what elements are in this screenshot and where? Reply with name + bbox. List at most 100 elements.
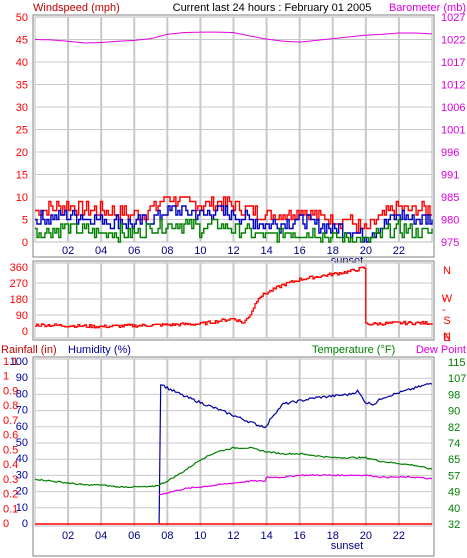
time-tick-label: 22: [393, 530, 405, 542]
series-layer: [35, 266, 433, 329]
humidity-series-line: [158, 382, 433, 525]
temperature-tick-label: 32: [448, 519, 460, 531]
compass-label: E: [443, 332, 450, 344]
rain-humidity-temperature-panel: 0 0.1 0.2 0.3 0.4 0.5 0.6 0.7 0.8 0.9 1 1.1 0 10 20 30…: [3, 356, 466, 557]
humidity-tick-label: 30: [16, 469, 28, 481]
windspeed-tick-label: 35: [16, 80, 28, 92]
humidity-tick-label: 10: [16, 502, 28, 514]
series-layer: [34, 382, 433, 525]
humidity-tick-label: 80: [16, 388, 28, 400]
panel-frame: [32, 14, 435, 258]
windspeed-tick-label: 10: [16, 192, 28, 204]
rainfall-tick-label: 1.1: [3, 356, 18, 368]
temperature-tick-label: 98: [448, 389, 460, 401]
windspeed-tick-label: 25: [16, 125, 28, 137]
wind-min-series-line: [35, 218, 433, 243]
panel-frame: [32, 260, 435, 341]
time-tick-label: 12: [227, 530, 239, 542]
windspeed-tick-label: 40: [16, 57, 28, 69]
barometer-tick-label: 1012: [441, 80, 465, 92]
windspeed-tick-labels: 0 5 10 15 20 25 30 35 40 45 50: [16, 12, 28, 249]
sunset-annotation: sunset: [331, 540, 363, 552]
time-tick-label: 20: [360, 530, 372, 542]
compass-separator: -: [442, 293, 446, 305]
time-tick-label: 10: [194, 530, 206, 542]
time-tick-label: 06: [128, 530, 140, 542]
temperature-series-line: [34, 446, 433, 489]
time-tick-label: 02: [62, 245, 74, 257]
humidity-tick-labels: 0 10 20 30 40 50 60 70 80 90 100: [10, 356, 28, 530]
time-tick-label: 22: [393, 245, 405, 257]
compass-separator: -: [442, 304, 446, 316]
direction-tick-labels: 0 90 180 270 360: [10, 262, 28, 338]
time-tick-label: 18: [327, 245, 339, 257]
wind-avg-series-line: [35, 205, 433, 243]
barometer-tick-label: 1001: [441, 125, 465, 137]
humidity-tick-label: 40: [16, 453, 28, 465]
windspeed-tick-label: 15: [16, 170, 28, 182]
rainfall-tick-label: 0.7: [3, 415, 18, 427]
rainfall-tick-label: 0.5: [3, 444, 18, 456]
barometer-tick-label: 1027: [441, 12, 465, 24]
time-tick-labels: 02 04 06 08 10 12 14 16 18 20 22: [62, 245, 405, 257]
time-tick-label: 14: [260, 530, 272, 542]
direction-tick-label: 90: [16, 310, 28, 322]
windspeed-series-line: [35, 196, 432, 234]
temperature-tick-label: 107: [448, 373, 466, 385]
chart-title: Current last 24 hours : February 01 2005: [173, 2, 372, 14]
time-tick-label: 20: [360, 245, 372, 257]
humidity-tick-label: 0: [22, 518, 28, 530]
rainfall-tick-label: 0.8: [3, 400, 18, 412]
rainfall-tick-label: 0.6: [3, 430, 18, 442]
wind-direction-series-line: [35, 266, 433, 329]
windspeed-axis-title: Windspeed (mph): [33, 2, 120, 14]
humidity-tick-label: 20: [16, 486, 28, 498]
temperature-tick-labels: 32 40 49 57 65 74 82 90 98 107 115: [448, 357, 466, 531]
barometer-tick-label: 1017: [441, 57, 465, 69]
barometer-tick-label: 996: [441, 147, 459, 159]
humidity-tick-label: 50: [16, 437, 28, 449]
rainfall-tick-label: 1: [3, 371, 9, 383]
barometer-tick-label: 980: [441, 215, 459, 227]
dewpoint-axis-title: Dew Point: [416, 344, 466, 356]
humidity-tick-label: 60: [16, 421, 28, 433]
time-tick-label: 18: [327, 530, 339, 542]
barometer-tick-label: 1006: [441, 102, 465, 114]
temperature-tick-label: 40: [448, 503, 460, 515]
time-tick-label: 06: [128, 245, 140, 257]
time-tick-label: 16: [294, 530, 306, 542]
compass-label: W: [442, 293, 453, 305]
temperature-tick-label: 74: [448, 438, 460, 450]
humidity-tick-label: 70: [16, 405, 28, 417]
direction-tick-label: 270: [10, 278, 28, 290]
barometer-tick-labels: 975 980 985 991 996 1001 1006 1012 1017 1022 1027: [441, 12, 465, 249]
time-tick-label: 04: [95, 530, 107, 542]
temperature-tick-label: 57: [448, 470, 460, 482]
compass-label: N: [443, 331, 451, 343]
time-tick-label: 04: [95, 245, 107, 257]
barometer-tick-label: 991: [441, 170, 459, 182]
temperature-tick-label: 49: [448, 487, 460, 499]
barometer-tick-label: 1022: [441, 35, 465, 47]
direction-tick-label: 360: [10, 262, 28, 274]
rainfall-tick-labels: 0 0.1 0.2 0.3 0.4 0.5 0.6 0.7 0.8 0.9 1 1.1: [3, 356, 18, 530]
humidity-axis-title: Humidity (%): [68, 344, 131, 356]
compass-label: S: [443, 315, 450, 327]
grid: [35, 17, 432, 242]
barometer-tick-label: 975: [441, 237, 459, 249]
windspeed-tick-label: 30: [16, 102, 28, 114]
series-layer: [35, 31, 433, 243]
wind-barometer-panel: 0 5 10 15 20 25 30 35 40 45 50 975 980 985 991 996 1001…: [16, 12, 466, 267]
temperature-tick-label: 65: [448, 454, 460, 466]
humidity-tick-label: 100: [10, 356, 28, 368]
temperature-tick-label: 90: [448, 406, 460, 418]
windspeed-tick-label: 45: [16, 35, 28, 47]
barometer-tick-label: 985: [441, 192, 459, 204]
rainfall-tick-label: 0.1: [3, 503, 18, 515]
time-tick-labels: 02 04 06 08 10 12 14 16 18 20 22: [62, 530, 405, 542]
windspeed-tick-label: 5: [22, 215, 28, 227]
time-tick-label: 16: [294, 245, 306, 257]
direction-tick-label: 180: [10, 294, 28, 306]
temperature-tick-label: 82: [448, 422, 460, 434]
